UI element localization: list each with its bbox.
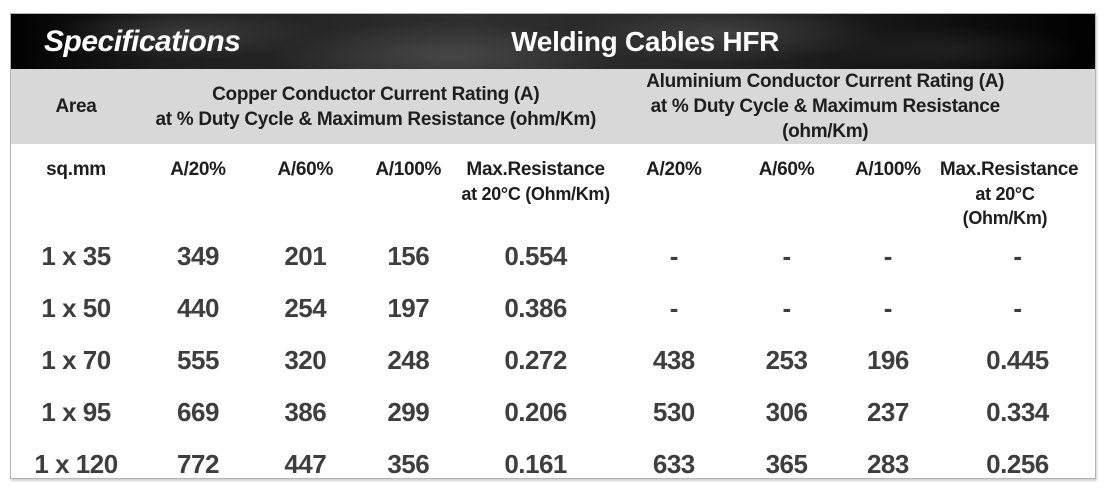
table-row: 1 x 35 349 201 156 0.554 - - - - [11, 230, 1095, 282]
copper-duty60-header: A/60% [277, 159, 334, 180]
spec-sheet: Specifications Welding Cables HFR Area C… [10, 13, 1096, 479]
aluminium-a60-value: 365 [765, 448, 808, 479]
area-value: 1 x 50 [41, 292, 111, 323]
copper-group-line2: at % Duty Cycle & Maximum Resistance (oh… [155, 108, 596, 130]
area-value: 1 x 35 [41, 240, 111, 271]
aluminium-a20-value: 530 [652, 396, 695, 427]
aluminium-a20-value: 633 [652, 448, 695, 479]
copper-maxres-value: 0.161 [504, 448, 567, 479]
aluminium-maxres-value: - [1013, 292, 1022, 323]
title-bar: Specifications Welding Cables HFR [11, 14, 1095, 69]
copper-maxres-value: 0.272 [504, 344, 567, 375]
table-row: 1 x 95 669 386 299 0.206 530 306 237 0.3… [11, 386, 1095, 438]
aluminium-duty100-header: A/100% [854, 159, 921, 180]
aluminium-maxres-value: 0.256 [986, 448, 1049, 479]
copper-a60-value: 447 [284, 448, 327, 479]
aluminium-maxres-line1: Max.Resistance [939, 159, 1079, 180]
aluminium-a20-value: - [669, 240, 679, 271]
aluminium-a20-value: - [669, 292, 679, 323]
subheader-row: sq.mm A/20% A/60% A/100% Max.Resistance … [11, 144, 1095, 230]
copper-maxres-value: 0.386 [504, 292, 567, 323]
copper-duty100-header: A/100% [375, 159, 442, 180]
copper-maxres-line2: at 20°C (Ohm/Km) [461, 184, 610, 204]
copper-group-header: Copper Conductor Current Rating (A) at %… [141, 69, 611, 144]
copper-a100-value: 356 [387, 448, 430, 479]
copper-a100-value: 248 [387, 344, 430, 375]
copper-a100-value: 299 [387, 396, 430, 427]
table-row: 1 x 50 440 254 197 0.386 - - - - [11, 282, 1095, 334]
specifications-label: Specifications [44, 24, 241, 58]
copper-a20-value: 772 [177, 448, 219, 479]
aluminium-maxres-value: 0.445 [986, 344, 1049, 375]
aluminium-a100-value: - [883, 292, 893, 323]
specifications-table: Area Copper Conductor Current Rating (A)… [11, 69, 1095, 490]
area-value: 1 x 70 [41, 344, 111, 375]
copper-maxres-header: Max.Resistance at 20°C (Ohm/Km) [461, 144, 611, 230]
copper-a60-value: 386 [284, 396, 327, 427]
area-column-header: Area [11, 69, 142, 144]
copper-duty20-header: A/20% [170, 159, 226, 180]
aluminium-maxres-line2: at 20°C (Ohm/Km) [962, 184, 1048, 228]
aluminium-duty20-header: A/20% [646, 159, 702, 180]
aluminium-a100-value: 237 [866, 396, 909, 427]
copper-a20-value: 669 [177, 396, 219, 427]
copper-a60-value: 320 [284, 344, 327, 375]
area-value: 1 x 120 [34, 448, 118, 479]
table-row: 1 x 70 555 320 248 0.272 438 253 196 0.4… [11, 334, 1095, 386]
aluminium-group-line2: at % Duty Cycle & Maximum Resistance (oh… [650, 96, 1001, 142]
aluminium-maxres-value: - [1013, 240, 1022, 271]
copper-a100-value: 156 [387, 240, 430, 271]
copper-a20-value: 440 [177, 292, 219, 323]
copper-group-line1: Copper Conductor Current Rating (A) [212, 83, 540, 105]
aluminium-a100-value: 196 [866, 344, 909, 375]
table-body: 1 x 35 349 201 156 0.554 - - - - 1 x 50 … [11, 230, 1095, 490]
copper-a100-value: 197 [387, 292, 430, 323]
aluminium-a100-value: 283 [866, 448, 909, 479]
copper-a20-value: 349 [177, 240, 219, 271]
aluminium-a60-value: 253 [765, 344, 808, 375]
aluminium-a100-value: - [883, 240, 893, 271]
aluminium-maxres-value: 0.334 [986, 396, 1049, 427]
aluminium-group-line1: Aluminium Conductor Current Rating (A) [646, 71, 1005, 92]
group-header-row: Area Copper Conductor Current Rating (A)… [11, 69, 1095, 144]
aluminium-group-header: Aluminium Conductor Current Rating (A) a… [610, 69, 1095, 144]
aluminium-duty60-header: A/60% [758, 159, 815, 180]
copper-maxres-value: 0.206 [504, 396, 567, 427]
copper-a60-value: 201 [284, 240, 327, 271]
area-unit-header: sq.mm [46, 159, 106, 180]
area-value: 1 x 95 [41, 396, 111, 427]
copper-a60-value: 254 [284, 292, 327, 323]
copper-maxres-line1: Max.Resistance [466, 159, 605, 180]
aluminium-a60-value: - [782, 240, 791, 271]
aluminium-a60-value: - [782, 292, 791, 323]
table-row: 1 x 120 772 447 356 0.161 633 365 283 0.… [11, 438, 1095, 490]
aluminium-a20-value: 438 [652, 344, 695, 375]
copper-maxres-value: 0.554 [504, 240, 567, 271]
aluminium-a60-value: 306 [765, 396, 808, 427]
copper-a20-value: 555 [177, 344, 219, 375]
aluminium-maxres-header: Max.Resistance at 20°C (Ohm/Km) [940, 144, 1095, 230]
page-title: Welding Cables HFR [511, 25, 780, 57]
